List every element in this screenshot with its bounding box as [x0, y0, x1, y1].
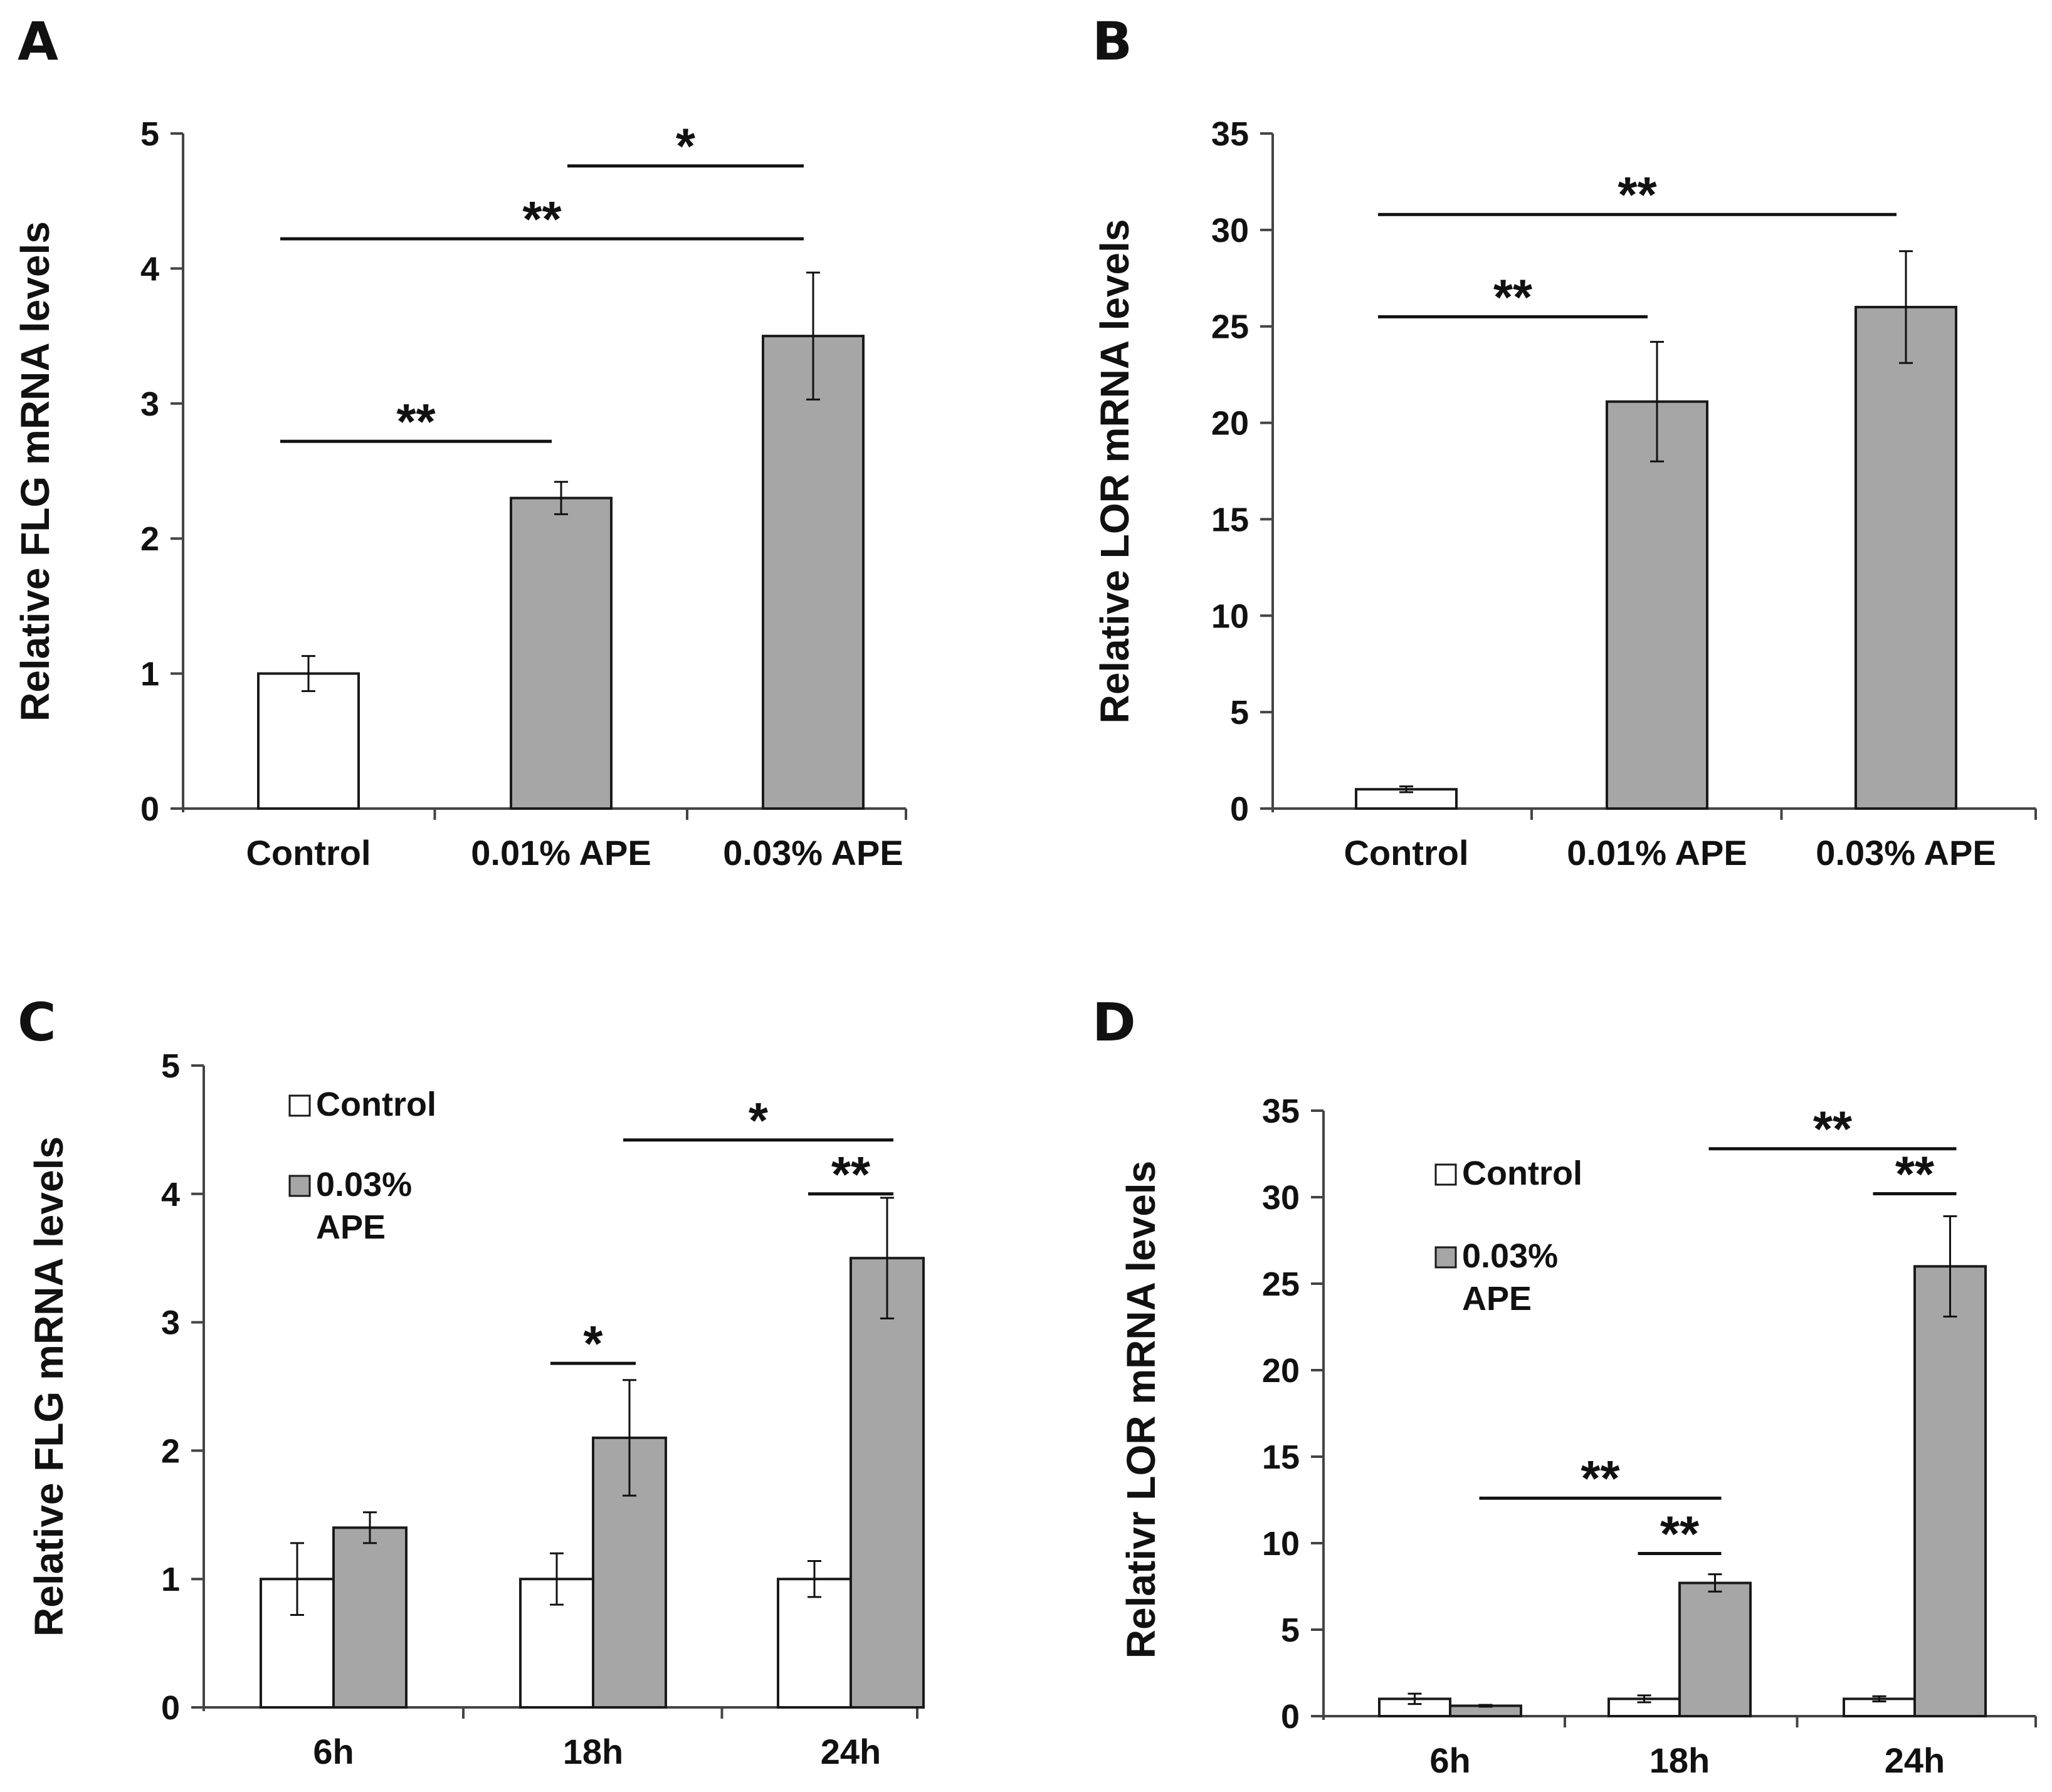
- legend-label-continuation: APE: [1462, 1280, 1532, 1318]
- legend-swatch: [288, 1094, 311, 1117]
- y-tick-label: 0: [1281, 1698, 1300, 1736]
- x-tick-label: 18h: [563, 1732, 624, 1771]
- bar: [1606, 400, 1708, 810]
- bar: [510, 496, 613, 810]
- y-tick-label: 15: [1262, 1438, 1300, 1476]
- y-tick-label: 10: [1262, 1525, 1300, 1563]
- legend-label: 0.03%: [1462, 1237, 1558, 1275]
- x-tick-label: 6h: [313, 1732, 354, 1771]
- y-tick-label: 3: [161, 1304, 180, 1342]
- y-axis-label: Relative FLG mRNA levels: [13, 221, 58, 721]
- legend-label: 0.03%: [316, 1166, 412, 1203]
- panel-label: D: [1092, 992, 1136, 1053]
- y-tick-label: 25: [1211, 308, 1249, 346]
- significance-stars: *: [676, 118, 696, 174]
- legend-swatch: [288, 1175, 311, 1197]
- panel-c: C 0 1 2 3 4 5 6h 18h 24h Relative FLG mRNA levels *…: [18, 992, 925, 1771]
- panel-label: C: [18, 992, 56, 1053]
- legend-label-continuation: APE: [316, 1208, 386, 1246]
- y-tick-label: 0: [161, 1689, 180, 1727]
- y-tick-label: 4: [140, 250, 159, 288]
- y-tick-label: 10: [1211, 597, 1249, 635]
- legend-swatch: [1434, 1163, 1457, 1186]
- y-tick-label: 30: [1211, 212, 1249, 249]
- significance-stars: **: [1895, 1146, 1935, 1202]
- panel-d: D 0 5 10 15 20 25 30 35 6h 18h 24h Relativr LOR mRNA…: [1092, 992, 2037, 1780]
- y-tick-label: 0: [140, 790, 159, 828]
- x-tick-label: 24h: [821, 1732, 881, 1771]
- x-tick-label: 6h: [1429, 1741, 1470, 1780]
- bar: [1913, 1265, 1987, 1717]
- bar: [762, 335, 865, 810]
- y-tick-label: 20: [1211, 405, 1249, 443]
- x-tick-label: Control: [1344, 833, 1468, 872]
- x-tick-label: Control: [246, 833, 371, 872]
- y-tick-label: 20: [1262, 1352, 1300, 1390]
- significance-stars: **: [1618, 167, 1657, 223]
- y-tick-label: 0: [1230, 790, 1249, 828]
- significance-stars: **: [831, 1146, 871, 1202]
- significance-stars: *: [749, 1092, 769, 1148]
- panel-b: B 0 5 10 15 20 25 30 35 Control 0.01% APE 0.03% APE…: [1092, 11, 2037, 872]
- y-tick-label: 5: [1230, 694, 1249, 731]
- y-tick-label: 2: [161, 1432, 180, 1470]
- y-tick-label: 5: [161, 1047, 180, 1085]
- bar: [1678, 1581, 1752, 1717]
- x-tick-label: 24h: [1885, 1741, 1945, 1780]
- y-tick-label: 4: [161, 1176, 180, 1213]
- panel-label: B: [1092, 11, 1132, 72]
- legend-label: Control: [1462, 1155, 1582, 1192]
- legend-swatch: [1434, 1246, 1457, 1269]
- x-tick-label: 0.01% APE: [471, 833, 651, 872]
- significance-stars: **: [1813, 1101, 1853, 1157]
- significance-stars: **: [396, 394, 436, 449]
- y-tick-label: 1: [161, 1561, 180, 1598]
- y-tick-label: 5: [140, 115, 159, 153]
- panel-label: A: [18, 11, 58, 72]
- y-tick-label: 35: [1262, 1092, 1300, 1130]
- bar: [1855, 305, 1957, 810]
- significance-stars: **: [1581, 1450, 1620, 1506]
- bar: [777, 1578, 852, 1709]
- y-tick-label: 35: [1211, 115, 1249, 153]
- x-tick-label: 0.03% APE: [1816, 833, 1996, 872]
- significance-stars: *: [583, 1316, 603, 1371]
- y-tick-label: 30: [1262, 1179, 1300, 1217]
- significance-stars: **: [1660, 1506, 1700, 1562]
- y-axis-label: Relative FLG mRNA levels: [26, 1136, 71, 1637]
- panel-a: A 0 1 2 3 4 5 Control 0.01% APE 0.03% APE Relative…: [13, 11, 907, 872]
- y-axis-label: Relative LOR mRNA levels: [1092, 219, 1137, 723]
- significance-stars: **: [522, 191, 562, 247]
- y-tick-label: 2: [140, 520, 159, 558]
- x-tick-label: 0.01% APE: [1567, 833, 1747, 872]
- bar: [332, 1526, 408, 1709]
- y-axis-label: Relativr LOR mRNA levels: [1118, 1161, 1164, 1658]
- x-tick-label: 0.03% APE: [723, 833, 903, 872]
- y-tick-label: 5: [1281, 1611, 1300, 1649]
- legend-label: Control: [316, 1086, 436, 1123]
- y-tick-label: 1: [140, 656, 159, 693]
- bar: [257, 672, 360, 810]
- bar: [850, 1257, 925, 1709]
- x-tick-label: 18h: [1649, 1741, 1710, 1780]
- y-tick-label: 25: [1262, 1265, 1300, 1303]
- y-tick-label: 15: [1211, 501, 1249, 538]
- significance-stars: **: [1493, 269, 1533, 325]
- y-tick-label: 3: [140, 385, 159, 423]
